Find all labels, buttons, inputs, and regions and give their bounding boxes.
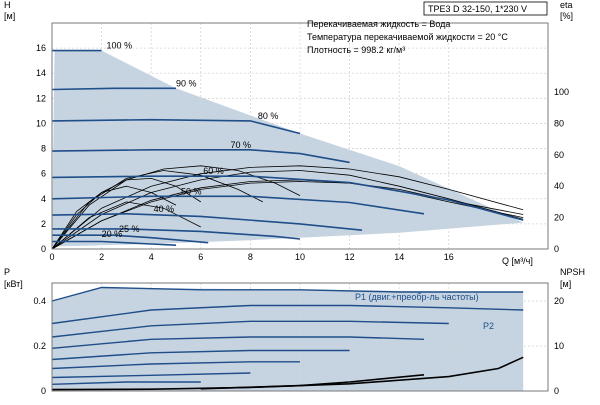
qh-ytick-label: 2 xyxy=(41,219,46,229)
speed-label: 70 % xyxy=(231,140,252,150)
power-curve xyxy=(51,349,350,361)
qh-xtick-label: 2 xyxy=(99,252,104,262)
qh-ytick-label: 8 xyxy=(41,144,46,154)
qh-xtick-label: 10 xyxy=(295,252,305,262)
speed-label: 90 % xyxy=(176,78,197,88)
qh-chart: 0 2 4 6 8 10 12 14 16 0 2 4 6 8 10 12 14 16 0 20 40 60 80 100 10… xyxy=(36,22,569,262)
power-curve xyxy=(51,320,449,338)
qh-ytick-label: 12 xyxy=(36,93,46,103)
power-curve xyxy=(51,304,524,325)
power-y2tick-label: 10 xyxy=(554,341,564,351)
power-y2label-unit: [м] xyxy=(560,279,571,289)
note-liquid: Перекачиваемая жидкость = Вода xyxy=(307,19,450,29)
qh-xtick-label: 0 xyxy=(49,252,54,262)
qh-ytick-label: 4 xyxy=(41,194,46,204)
qh-ytick-label: 10 xyxy=(36,118,46,128)
note-density: Плотность = 998.2 кг/м³ xyxy=(307,45,405,55)
power-y2tick-label: 0 xyxy=(554,386,559,396)
qh-curve xyxy=(52,240,177,246)
qh-ylabel-unit: [м] xyxy=(4,11,15,21)
power-chart: 0 0.2 0.4 0 10 20 xyxy=(33,282,564,396)
qh-xtick-label: 16 xyxy=(444,252,454,262)
speed-label: 50 % xyxy=(181,186,202,196)
speed-label: 100 % xyxy=(107,41,133,51)
speed-label: 40 % xyxy=(154,204,175,214)
power-curve xyxy=(51,336,425,349)
qh-ytick-label: 16 xyxy=(36,43,46,53)
speed-label: 25 % xyxy=(119,224,140,234)
power-frame xyxy=(51,282,549,392)
efficiency-curve xyxy=(51,201,201,250)
qh-xtick-label: 4 xyxy=(149,252,154,262)
qh-y2tick-label: 20 xyxy=(554,213,564,223)
qh-ytick-label: 0 xyxy=(41,244,46,254)
power-ylabel-unit: [кВт] xyxy=(4,279,23,289)
qh-y2tick-label: 80 xyxy=(554,118,564,128)
qh-xlabel: Q [м³/ч] xyxy=(502,256,533,266)
title-box xyxy=(423,1,548,16)
efficiency-curve xyxy=(51,165,301,250)
qh-xtick-label: 14 xyxy=(394,252,404,262)
qh-y2tick-label: 60 xyxy=(554,150,564,160)
qh-y2tick-label: 40 xyxy=(554,181,564,191)
npsh-curve xyxy=(51,356,524,391)
qh-ylabel-symbol: H xyxy=(4,0,11,10)
qh-ytick-label: 14 xyxy=(36,68,46,78)
qh-curve xyxy=(51,195,425,215)
npsh-curve xyxy=(200,374,425,390)
power-ytick-label: 0 xyxy=(41,386,46,396)
power-curve xyxy=(51,361,300,370)
qh-frame xyxy=(51,22,549,250)
power-curve xyxy=(51,372,251,379)
qh-xtick-label: 6 xyxy=(198,252,203,262)
efficiency-curve xyxy=(51,170,524,250)
qh-curve xyxy=(51,149,350,164)
qh-y2tick-label: 0 xyxy=(554,244,559,254)
qh-curve xyxy=(51,175,524,221)
qh-curve xyxy=(52,234,209,244)
power-curve xyxy=(51,286,524,302)
qh-xtick-label: 8 xyxy=(248,252,253,262)
power-y2tick-label: 20 xyxy=(554,296,564,306)
legend-p2: P2 xyxy=(483,321,494,331)
qh-y2label-unit: [%] xyxy=(560,11,573,21)
qh-xtick-label: 12 xyxy=(345,252,355,262)
qh-curve xyxy=(51,118,301,135)
qh-ytick-label: 6 xyxy=(41,169,46,179)
speed-label: 20 % xyxy=(102,229,123,239)
note-temperature: Температура перекачиваемой жидкости = 20… xyxy=(307,32,508,42)
power-operating-area xyxy=(52,287,524,391)
efficiency-curve xyxy=(51,185,177,250)
qh-y2label-symbol: eta xyxy=(560,0,573,10)
qh-curve xyxy=(51,212,363,231)
chart-title: TPE3 D 32-150, 1*230 V xyxy=(428,4,527,14)
power-ylabel-symbol: P xyxy=(4,267,10,277)
speed-label: 60 % xyxy=(203,166,224,176)
speed-label: 80 % xyxy=(258,111,279,121)
qh-y2tick-label: 100 xyxy=(554,87,569,97)
power-ytick-label: 0.4 xyxy=(33,296,46,306)
legend-p1: P1 (двиг.+преобр-ль частоты) xyxy=(355,292,479,302)
power-y2label-symbol: NPSH xyxy=(560,267,585,277)
power-ytick-label: 0.2 xyxy=(33,341,46,351)
power-curve xyxy=(51,381,201,385)
qh-curve xyxy=(52,228,301,240)
qh-curve xyxy=(51,87,176,91)
